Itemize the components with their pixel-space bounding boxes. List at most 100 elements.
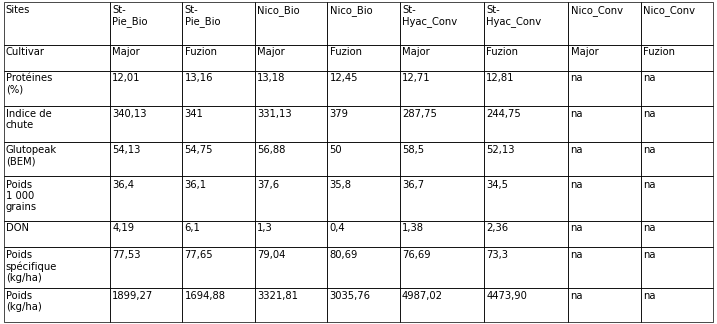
Text: Major: Major bbox=[257, 47, 285, 57]
Text: Sites: Sites bbox=[6, 5, 30, 15]
Bar bbox=[400, 221, 484, 247]
Bar bbox=[484, 142, 569, 176]
Text: 13,18: 13,18 bbox=[257, 74, 285, 84]
Bar bbox=[328, 2, 400, 45]
Bar bbox=[4, 221, 110, 247]
Text: 1,3: 1,3 bbox=[257, 224, 272, 233]
Bar bbox=[400, 142, 484, 176]
Text: na: na bbox=[643, 291, 655, 301]
Bar bbox=[569, 45, 641, 71]
Bar bbox=[110, 2, 182, 45]
Bar bbox=[484, 247, 569, 288]
Bar bbox=[484, 176, 569, 221]
Bar bbox=[110, 142, 182, 176]
Bar bbox=[484, 2, 569, 45]
Bar bbox=[400, 106, 484, 142]
Bar bbox=[641, 142, 713, 176]
Text: 34,5: 34,5 bbox=[486, 180, 508, 190]
Bar bbox=[569, 2, 641, 45]
Bar bbox=[255, 288, 328, 322]
Bar bbox=[484, 71, 569, 106]
Bar bbox=[569, 176, 641, 221]
Text: Poids
1 000
grains: Poids 1 000 grains bbox=[6, 180, 37, 212]
Bar bbox=[110, 106, 182, 142]
Text: Nico_Bio: Nico_Bio bbox=[257, 5, 300, 16]
Text: 77,53: 77,53 bbox=[112, 250, 141, 260]
Text: 340,13: 340,13 bbox=[112, 109, 146, 119]
Text: na: na bbox=[643, 180, 655, 190]
Bar bbox=[182, 288, 255, 322]
Bar bbox=[182, 71, 255, 106]
Text: na: na bbox=[571, 74, 583, 84]
Text: 36,7: 36,7 bbox=[402, 180, 424, 190]
Text: 1,38: 1,38 bbox=[402, 224, 424, 233]
Bar bbox=[641, 288, 713, 322]
Text: 4987,02: 4987,02 bbox=[402, 291, 443, 301]
Bar bbox=[569, 221, 641, 247]
Text: 79,04: 79,04 bbox=[257, 250, 285, 260]
Bar bbox=[255, 142, 328, 176]
Text: St-
Hyac_Conv: St- Hyac_Conv bbox=[402, 5, 457, 27]
Bar bbox=[400, 71, 484, 106]
Bar bbox=[110, 71, 182, 106]
Text: 54,13: 54,13 bbox=[112, 145, 141, 155]
Text: na: na bbox=[571, 291, 583, 301]
Text: Glutopeak
(BEM): Glutopeak (BEM) bbox=[6, 145, 57, 166]
Text: 54,75: 54,75 bbox=[184, 145, 213, 155]
Text: Protéines
(%): Protéines (%) bbox=[6, 74, 52, 95]
Text: 58,5: 58,5 bbox=[402, 145, 424, 155]
Text: Poids
spécifique
(kg/ha): Poids spécifique (kg/ha) bbox=[6, 250, 57, 283]
Bar bbox=[255, 247, 328, 288]
Bar bbox=[4, 247, 110, 288]
Bar bbox=[328, 71, 400, 106]
Text: 379: 379 bbox=[330, 109, 348, 119]
Text: na: na bbox=[571, 109, 583, 119]
Text: 80,69: 80,69 bbox=[330, 250, 358, 260]
Bar bbox=[484, 221, 569, 247]
Text: Cultivar: Cultivar bbox=[6, 47, 44, 57]
Text: na: na bbox=[571, 224, 583, 233]
Text: 1694,88: 1694,88 bbox=[184, 291, 226, 301]
Bar bbox=[641, 45, 713, 71]
Text: 6,1: 6,1 bbox=[184, 224, 201, 233]
Bar bbox=[400, 247, 484, 288]
Bar bbox=[110, 176, 182, 221]
Text: 4473,90: 4473,90 bbox=[486, 291, 527, 301]
Text: 36,4: 36,4 bbox=[112, 180, 134, 190]
Text: 12,71: 12,71 bbox=[402, 74, 431, 84]
Text: St-
Pie_Bio: St- Pie_Bio bbox=[112, 5, 148, 27]
Text: 52,13: 52,13 bbox=[486, 145, 515, 155]
Text: St-
Hyac_Conv: St- Hyac_Conv bbox=[486, 5, 541, 27]
Text: 12,45: 12,45 bbox=[330, 74, 358, 84]
Bar bbox=[110, 247, 182, 288]
Bar bbox=[569, 106, 641, 142]
Text: 287,75: 287,75 bbox=[402, 109, 437, 119]
Text: Fuzion: Fuzion bbox=[486, 47, 518, 57]
Bar bbox=[110, 45, 182, 71]
Text: na: na bbox=[643, 74, 655, 84]
Text: 244,75: 244,75 bbox=[486, 109, 521, 119]
Bar bbox=[400, 288, 484, 322]
Text: 56,88: 56,88 bbox=[257, 145, 285, 155]
Text: 331,13: 331,13 bbox=[257, 109, 292, 119]
Bar bbox=[182, 106, 255, 142]
Text: Fuzion: Fuzion bbox=[184, 47, 217, 57]
Bar bbox=[328, 106, 400, 142]
Bar bbox=[255, 2, 328, 45]
Text: na: na bbox=[643, 224, 655, 233]
Bar bbox=[182, 247, 255, 288]
Bar bbox=[484, 45, 569, 71]
Text: na: na bbox=[571, 180, 583, 190]
Text: 76,69: 76,69 bbox=[402, 250, 431, 260]
Text: 3035,76: 3035,76 bbox=[330, 291, 371, 301]
Text: 4,19: 4,19 bbox=[112, 224, 134, 233]
Text: 77,65: 77,65 bbox=[184, 250, 213, 260]
Text: 12,01: 12,01 bbox=[112, 74, 141, 84]
Text: 35,8: 35,8 bbox=[330, 180, 351, 190]
Bar bbox=[641, 106, 713, 142]
Bar bbox=[328, 288, 400, 322]
Text: Major: Major bbox=[402, 47, 429, 57]
Bar bbox=[110, 288, 182, 322]
Bar bbox=[4, 288, 110, 322]
Bar bbox=[4, 176, 110, 221]
